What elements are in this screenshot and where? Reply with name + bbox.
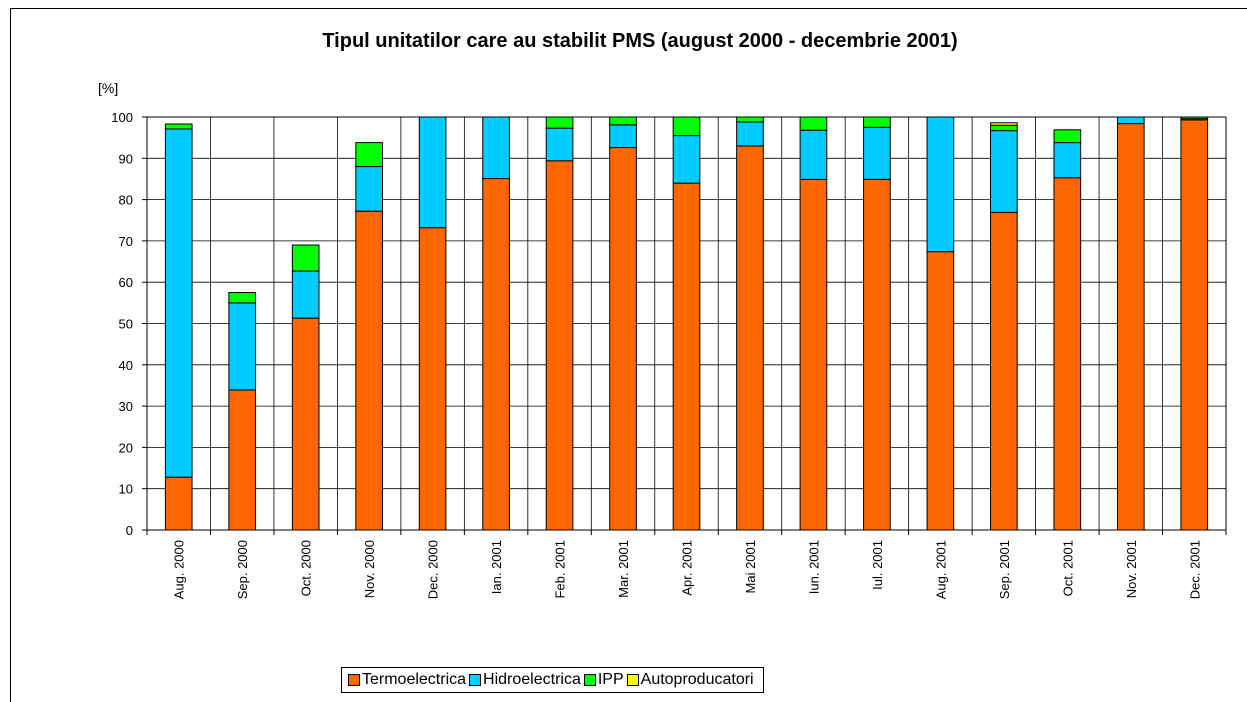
bar-segment — [736, 145, 764, 531]
x-tick-label: Iul. 2001 — [870, 540, 885, 590]
x-tick-label: Mai 2001 — [743, 540, 758, 593]
x-tick-label: Dec. 2001 — [1187, 540, 1202, 599]
x-tick-label: Dec. 2000 — [426, 540, 441, 599]
legend-item: IPP — [583, 671, 624, 689]
bar-segment — [355, 210, 383, 531]
bar-segment — [672, 135, 701, 184]
bar-segment — [291, 244, 320, 272]
bar-segment — [799, 129, 828, 180]
bar-segment — [482, 116, 510, 180]
y-tick-label: 80 — [119, 193, 133, 208]
legend-swatch — [348, 674, 360, 686]
y-tick-label: 10 — [119, 482, 133, 497]
bar-segment — [609, 116, 637, 126]
bar-segment — [990, 122, 1018, 126]
legend-item: Hidroelectrica — [469, 671, 581, 689]
bar-segment — [863, 116, 891, 128]
bar-segment — [1116, 116, 1145, 125]
bar-segment — [545, 160, 574, 531]
y-axis-label: [%] — [98, 80, 118, 96]
legend: Termoelectrica Hidroelectrica IPP Autoprodu… — [341, 667, 764, 693]
bar-segment — [672, 182, 701, 531]
bar-segment — [863, 126, 891, 180]
chart-frame — [10, 8, 1247, 702]
bar-segment — [736, 121, 764, 147]
bar-segment — [228, 389, 257, 531]
x-tick-label: Sep. 2001 — [997, 540, 1012, 599]
bar-segment — [545, 116, 574, 129]
y-tick-label: 50 — [119, 317, 133, 332]
legend-swatch — [469, 674, 482, 686]
legend-item: Termoelectrica — [348, 671, 466, 689]
x-tick-label: Ian. 2001 — [489, 540, 504, 594]
y-tick-label: 40 — [119, 358, 133, 373]
bar-segment — [609, 147, 637, 531]
bar-segment — [672, 116, 701, 137]
y-tick-label: 0 — [126, 523, 133, 538]
bar-segment — [355, 142, 383, 168]
x-tick-label: Nov. 2001 — [1124, 540, 1139, 598]
y-tick-label: 90 — [119, 151, 133, 166]
bar-segment — [228, 302, 257, 391]
bar-segment — [609, 124, 637, 149]
bar-segment — [418, 116, 447, 229]
bar-segment — [799, 178, 828, 531]
x-tick-label: Sep. 2000 — [235, 540, 250, 599]
bar-segment — [291, 270, 320, 319]
x-tick-label: Iun. 2001 — [806, 540, 821, 594]
legend-label: Autoproducatori — [640, 671, 754, 688]
bar-segment — [228, 292, 257, 304]
chart-title: Tipul unitatilor care au stabilit PMS (a… — [322, 30, 957, 52]
bar-segment — [1053, 177, 1082, 531]
bar-segment — [1053, 129, 1082, 144]
bar-segment — [1053, 142, 1082, 179]
x-tick-label: Oct. 2001 — [1060, 540, 1075, 596]
legend-swatch — [626, 674, 639, 686]
legend-label: Termoelectrica — [362, 671, 467, 688]
bar-segment — [926, 251, 955, 531]
x-tick-label: Mar. 2001 — [616, 540, 631, 598]
y-tick-label: 30 — [119, 399, 133, 414]
bar-segment — [164, 123, 193, 130]
y-tick-label: 60 — [119, 275, 133, 290]
x-tick-label: Oct. 2000 — [299, 540, 314, 596]
legend-swatch — [583, 674, 596, 686]
bar-segment — [545, 127, 574, 162]
bar-segment — [863, 178, 891, 531]
bar-segment — [164, 128, 193, 478]
bar-segment — [799, 116, 828, 131]
y-tick-label: 100 — [111, 110, 133, 125]
bar-segment — [291, 317, 320, 531]
x-tick-label: Aug. 2001 — [933, 540, 948, 599]
legend-label: IPP — [597, 671, 624, 688]
bar-segment — [355, 166, 383, 212]
x-tick-label: Aug. 2000 — [172, 540, 187, 599]
bar-segment — [1180, 116, 1209, 120]
bar-segment — [990, 211, 1018, 531]
x-tick-label: Apr. 2001 — [680, 540, 695, 596]
bar-segment — [990, 130, 1018, 213]
y-tick-label: 20 — [119, 440, 133, 455]
bar-segment — [1116, 123, 1145, 531]
y-tick-label: 70 — [119, 234, 133, 249]
bar-segment — [926, 116, 955, 253]
x-tick-label: Nov. 2000 — [362, 540, 377, 598]
bar-segment — [418, 227, 447, 531]
legend-item: Autoproducatori — [626, 671, 754, 689]
bar-segment — [990, 124, 1018, 132]
x-tick-label: Feb. 2001 — [553, 540, 568, 599]
bar-segment — [482, 178, 510, 531]
bar-segment — [736, 116, 764, 123]
legend-label: Hidroelectrica — [483, 671, 581, 688]
bar-segment — [1180, 119, 1209, 531]
bar-segment — [164, 476, 193, 531]
